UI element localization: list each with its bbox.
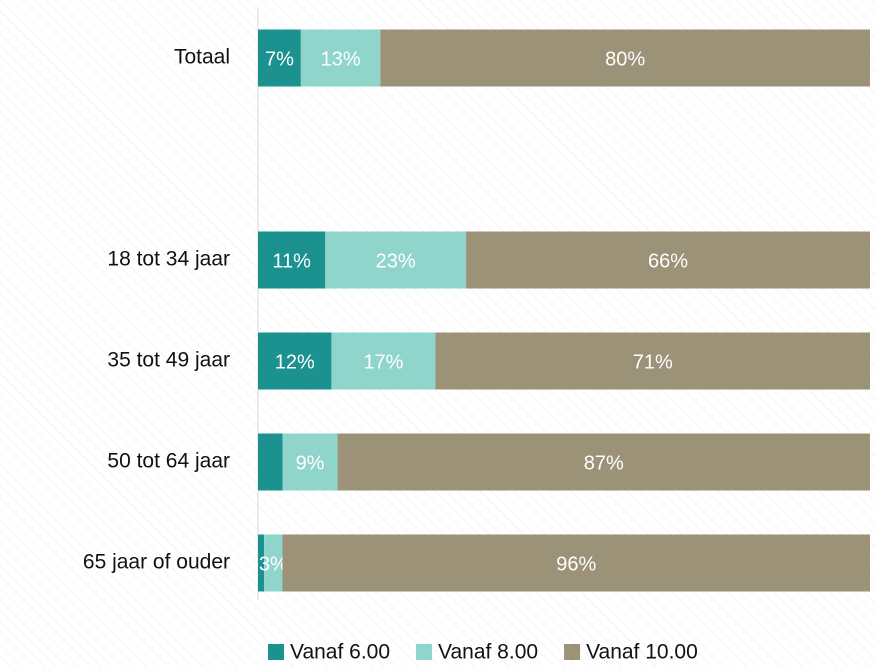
bar-segment xyxy=(282,534,871,592)
category-label: 65 jaar of ouder xyxy=(83,551,230,574)
bar-segment xyxy=(380,29,870,87)
bar-segment xyxy=(435,332,870,390)
value-label: 13% xyxy=(321,48,361,70)
bar-segment xyxy=(337,433,870,491)
category-label: 50 tot 64 jaar xyxy=(107,450,230,473)
bar-segment xyxy=(258,231,326,289)
value-label: 12% xyxy=(275,351,315,373)
category-label: 35 tot 49 jaar xyxy=(107,349,230,372)
value-label: 11% xyxy=(272,250,311,272)
value-label: 17% xyxy=(363,351,403,373)
category-label: 18 tot 34 jaar xyxy=(107,248,230,271)
value-label: 80% xyxy=(605,48,645,70)
category-label: Totaal xyxy=(174,46,230,69)
value-label: 96% xyxy=(556,553,596,575)
value-label: 23% xyxy=(376,250,416,272)
bar-segment xyxy=(258,29,301,87)
bar-segment xyxy=(264,534,283,592)
legend-swatch xyxy=(564,644,581,660)
legend-label: Vanaf 6.00 xyxy=(290,641,390,664)
value-label: 7% xyxy=(265,48,294,70)
value-label: 66% xyxy=(648,250,688,272)
legend-label: Vanaf 8.00 xyxy=(438,641,538,664)
bar-segment xyxy=(331,332,436,390)
bar-segment xyxy=(325,231,467,289)
legend-swatch xyxy=(416,644,433,660)
bar-segment xyxy=(300,29,381,87)
value-label: 87% xyxy=(584,452,624,474)
legend-swatch xyxy=(268,644,284,660)
value-label: 71% xyxy=(633,351,673,373)
value-label: 3% xyxy=(259,553,288,575)
bar-segment xyxy=(282,433,338,491)
bar-segment xyxy=(258,534,265,592)
bar-segment xyxy=(258,433,283,491)
bar-segment xyxy=(466,231,870,289)
legend-label: Vanaf 10.00 xyxy=(586,641,698,664)
bar-segment xyxy=(258,332,332,390)
value-label: 9% xyxy=(296,452,325,474)
